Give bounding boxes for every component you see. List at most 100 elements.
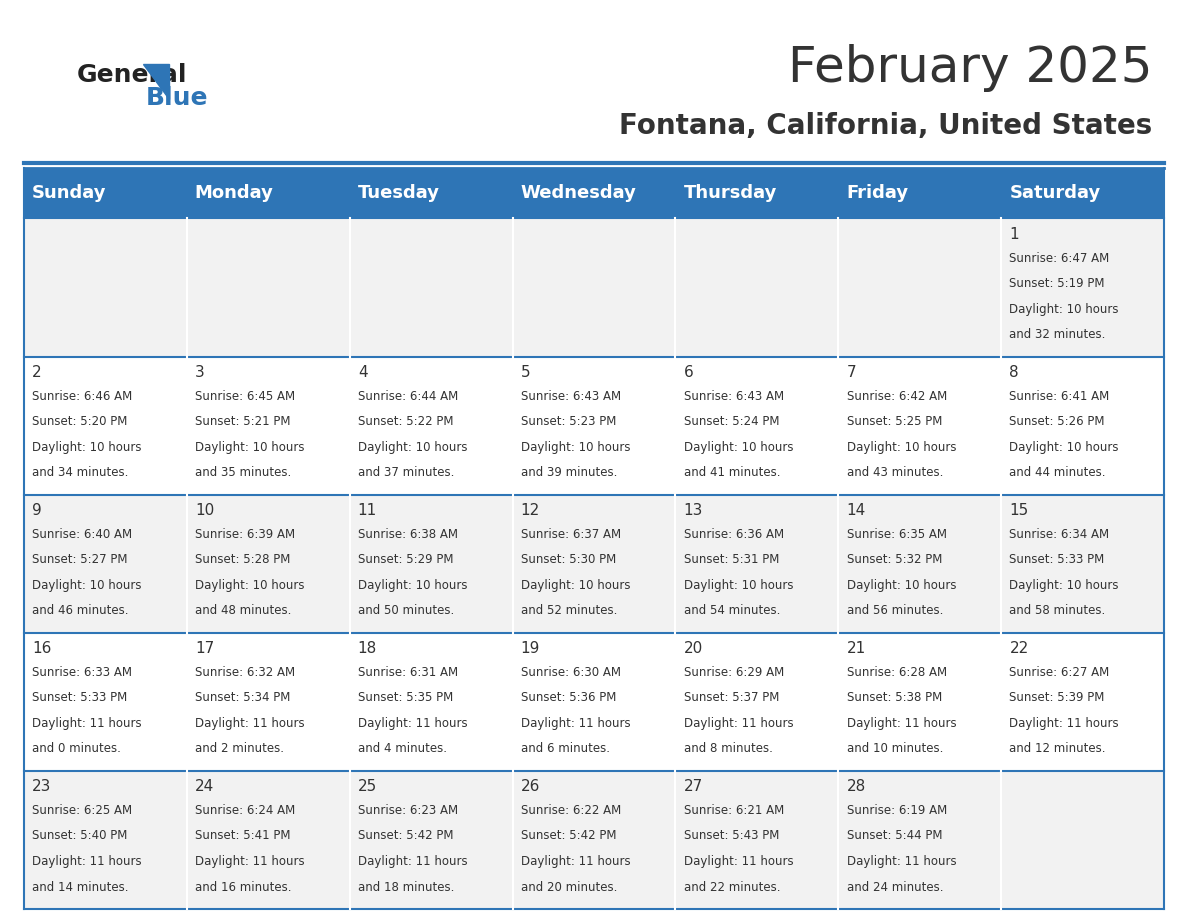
- Text: Daylight: 10 hours: Daylight: 10 hours: [195, 441, 304, 453]
- Text: Sunset: 5:20 PM: Sunset: 5:20 PM: [32, 415, 127, 428]
- Text: 5: 5: [520, 364, 530, 380]
- Text: Daylight: 10 hours: Daylight: 10 hours: [1010, 441, 1119, 453]
- Text: Sunset: 5:24 PM: Sunset: 5:24 PM: [683, 415, 779, 428]
- Text: February 2025: February 2025: [788, 44, 1152, 92]
- Bar: [1001, 495, 1164, 633]
- Text: Daylight: 11 hours: Daylight: 11 hours: [847, 717, 956, 730]
- Text: Sunrise: 6:27 AM: Sunrise: 6:27 AM: [1010, 666, 1110, 678]
- Bar: [512, 495, 676, 633]
- Text: 25: 25: [358, 779, 377, 794]
- Text: Sunset: 5:31 PM: Sunset: 5:31 PM: [683, 554, 779, 566]
- Bar: [24, 495, 187, 633]
- Text: Daylight: 10 hours: Daylight: 10 hours: [1010, 303, 1119, 316]
- Text: Daylight: 10 hours: Daylight: 10 hours: [358, 441, 467, 453]
- Text: Sunrise: 6:39 AM: Sunrise: 6:39 AM: [195, 528, 295, 541]
- Text: and 44 minutes.: and 44 minutes.: [1010, 466, 1106, 479]
- Text: Sunrise: 6:45 AM: Sunrise: 6:45 AM: [195, 389, 295, 403]
- Bar: [839, 771, 1001, 909]
- Text: and 39 minutes.: and 39 minutes.: [520, 466, 617, 479]
- Text: Sunset: 5:33 PM: Sunset: 5:33 PM: [1010, 554, 1105, 566]
- Bar: [187, 771, 349, 909]
- Text: 22: 22: [1010, 641, 1029, 656]
- Bar: [1001, 771, 1164, 909]
- Text: Daylight: 10 hours: Daylight: 10 hours: [847, 441, 956, 453]
- Text: Tuesday: Tuesday: [358, 185, 440, 202]
- Text: Sunset: 5:44 PM: Sunset: 5:44 PM: [847, 830, 942, 843]
- Bar: [1001, 356, 1164, 495]
- Text: Sunrise: 6:38 AM: Sunrise: 6:38 AM: [358, 528, 457, 541]
- Bar: [839, 356, 1001, 495]
- Text: Daylight: 11 hours: Daylight: 11 hours: [683, 855, 794, 868]
- Text: Daylight: 10 hours: Daylight: 10 hours: [32, 579, 141, 592]
- Text: 20: 20: [683, 641, 703, 656]
- Text: 23: 23: [32, 779, 51, 794]
- Text: Sunset: 5:42 PM: Sunset: 5:42 PM: [358, 830, 454, 843]
- Text: Sunrise: 6:29 AM: Sunrise: 6:29 AM: [683, 666, 784, 678]
- Text: Sunrise: 6:34 AM: Sunrise: 6:34 AM: [1010, 528, 1110, 541]
- Bar: [24, 168, 187, 218]
- Text: Sunrise: 6:43 AM: Sunrise: 6:43 AM: [520, 389, 621, 403]
- Bar: [676, 218, 839, 356]
- Text: Monday: Monday: [195, 185, 273, 202]
- Text: Daylight: 11 hours: Daylight: 11 hours: [32, 717, 141, 730]
- Text: Sunrise: 6:23 AM: Sunrise: 6:23 AM: [358, 804, 457, 817]
- Text: Daylight: 11 hours: Daylight: 11 hours: [195, 717, 304, 730]
- Text: Sunrise: 6:19 AM: Sunrise: 6:19 AM: [847, 804, 947, 817]
- Text: and 41 minutes.: and 41 minutes.: [683, 466, 781, 479]
- Text: Sunrise: 6:47 AM: Sunrise: 6:47 AM: [1010, 252, 1110, 264]
- Text: and 32 minutes.: and 32 minutes.: [1010, 329, 1106, 341]
- Text: and 16 minutes.: and 16 minutes.: [195, 880, 291, 893]
- Text: Sunrise: 6:22 AM: Sunrise: 6:22 AM: [520, 804, 621, 817]
- Bar: [187, 356, 349, 495]
- Bar: [676, 168, 839, 218]
- Text: and 52 minutes.: and 52 minutes.: [520, 604, 617, 618]
- Bar: [839, 218, 1001, 356]
- Text: 7: 7: [847, 364, 857, 380]
- Bar: [349, 168, 512, 218]
- Bar: [839, 633, 1001, 771]
- Bar: [676, 771, 839, 909]
- Text: and 46 minutes.: and 46 minutes.: [32, 604, 128, 618]
- Bar: [839, 168, 1001, 218]
- Bar: [349, 771, 512, 909]
- Text: Sunset: 5:37 PM: Sunset: 5:37 PM: [683, 691, 779, 704]
- Text: 4: 4: [358, 364, 367, 380]
- Text: 26: 26: [520, 779, 541, 794]
- Text: Sunset: 5:33 PM: Sunset: 5:33 PM: [32, 691, 127, 704]
- Bar: [187, 168, 349, 218]
- Text: 9: 9: [32, 503, 42, 518]
- Text: Daylight: 10 hours: Daylight: 10 hours: [32, 441, 141, 453]
- Text: 10: 10: [195, 503, 214, 518]
- Text: Sunset: 5:34 PM: Sunset: 5:34 PM: [195, 691, 290, 704]
- Text: Wednesday: Wednesday: [520, 185, 637, 202]
- Bar: [512, 356, 676, 495]
- Text: and 35 minutes.: and 35 minutes.: [195, 466, 291, 479]
- Text: Sunrise: 6:40 AM: Sunrise: 6:40 AM: [32, 528, 132, 541]
- Text: Daylight: 11 hours: Daylight: 11 hours: [358, 855, 467, 868]
- Bar: [349, 633, 512, 771]
- Bar: [512, 771, 676, 909]
- Text: General: General: [77, 63, 188, 87]
- Text: Saturday: Saturday: [1010, 185, 1101, 202]
- Text: Daylight: 10 hours: Daylight: 10 hours: [195, 579, 304, 592]
- Text: and 0 minutes.: and 0 minutes.: [32, 743, 121, 756]
- Bar: [1001, 168, 1164, 218]
- Bar: [512, 633, 676, 771]
- Bar: [187, 633, 349, 771]
- Text: Daylight: 10 hours: Daylight: 10 hours: [1010, 579, 1119, 592]
- Text: 18: 18: [358, 641, 377, 656]
- Bar: [676, 356, 839, 495]
- Text: Daylight: 10 hours: Daylight: 10 hours: [520, 579, 630, 592]
- Text: 13: 13: [683, 503, 703, 518]
- Text: Daylight: 10 hours: Daylight: 10 hours: [683, 441, 794, 453]
- Text: and 43 minutes.: and 43 minutes.: [847, 466, 943, 479]
- Text: Sunset: 5:22 PM: Sunset: 5:22 PM: [358, 415, 454, 428]
- Text: Sunset: 5:41 PM: Sunset: 5:41 PM: [195, 830, 290, 843]
- Text: and 10 minutes.: and 10 minutes.: [847, 743, 943, 756]
- Text: Daylight: 10 hours: Daylight: 10 hours: [847, 579, 956, 592]
- Bar: [24, 633, 187, 771]
- Text: Sunrise: 6:28 AM: Sunrise: 6:28 AM: [847, 666, 947, 678]
- Text: Daylight: 11 hours: Daylight: 11 hours: [683, 717, 794, 730]
- Text: Sunrise: 6:44 AM: Sunrise: 6:44 AM: [358, 389, 459, 403]
- Text: and 6 minutes.: and 6 minutes.: [520, 743, 609, 756]
